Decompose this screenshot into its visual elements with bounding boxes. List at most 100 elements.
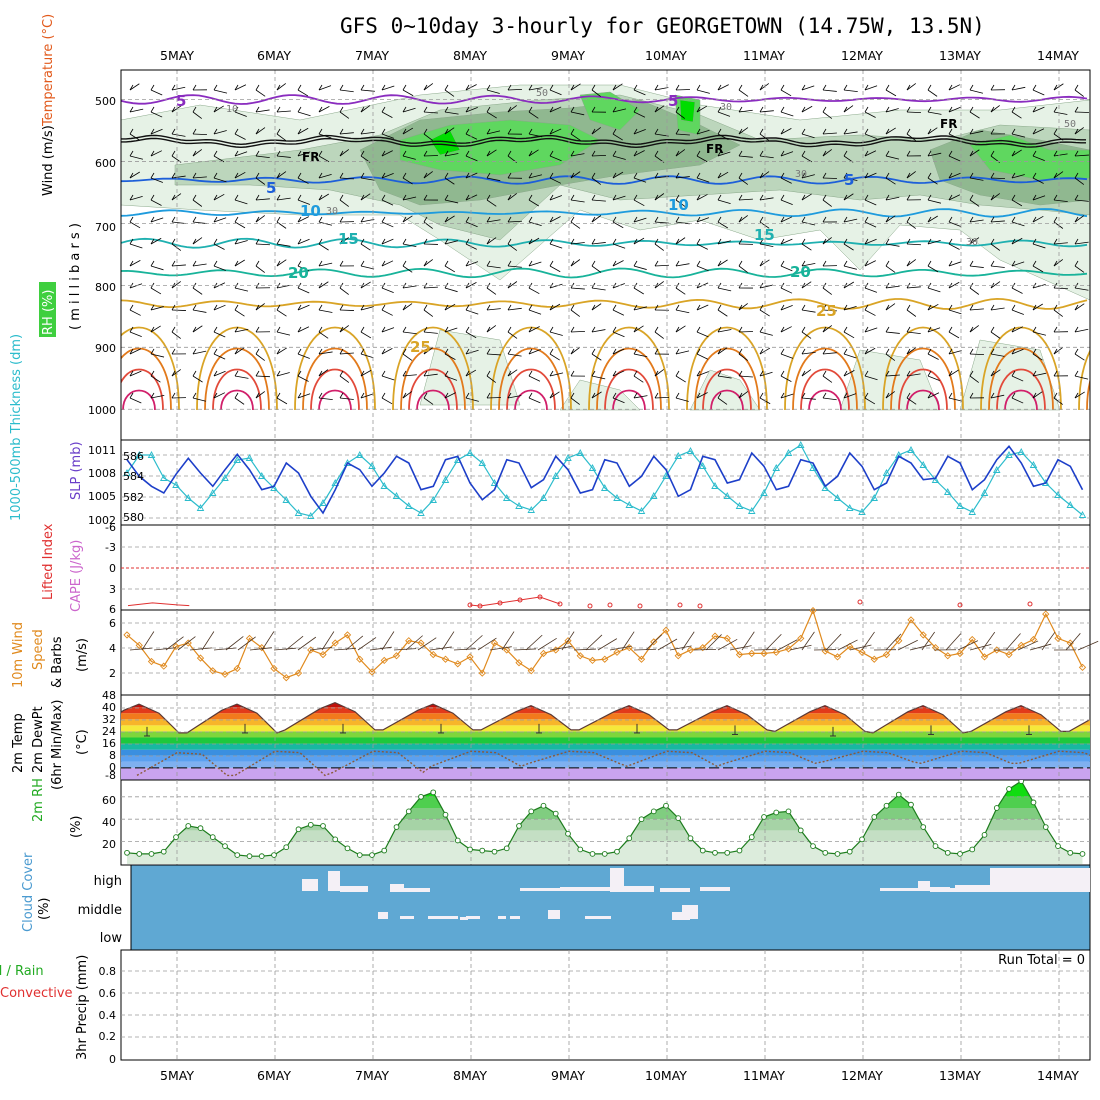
wind-barb-flag — [276, 392, 281, 399]
wind-barb — [1074, 241, 1089, 245]
wind-barb — [213, 89, 228, 94]
thickness-axis-label: 1000-500mb Thickness (dm) — [9, 334, 24, 521]
thickness-point — [747, 507, 756, 514]
rh-point — [859, 836, 865, 843]
precip-panel: 0.8 0.6 0.4 0.2 0 Total / Rain Convectiv… — [0, 949, 1091, 1066]
wind-barb-flag — [780, 106, 785, 113]
thickness-point — [735, 502, 744, 509]
wind-barb-flag — [927, 172, 932, 179]
wind-barb-flag — [423, 194, 428, 201]
boundary-layer-isotherm — [686, 326, 768, 411]
wind-barb — [333, 648, 356, 651]
wind-speed-point — [429, 650, 437, 659]
wind-barb — [507, 331, 518, 339]
wind-barb-flag — [339, 128, 344, 135]
wind-barb — [339, 149, 350, 157]
wind-barb — [1011, 86, 1026, 91]
wind-barb — [654, 105, 665, 113]
wind-barb-flag — [213, 348, 218, 355]
wind-barb-flag — [255, 128, 260, 135]
wind-barb — [309, 647, 332, 651]
wind-barb — [780, 128, 792, 135]
wind-barb — [318, 193, 330, 201]
rh-point — [160, 848, 167, 855]
wind-barb — [276, 309, 287, 317]
wind-barb-flag — [1011, 150, 1016, 157]
wind-barb — [423, 309, 434, 317]
rh-point — [663, 802, 669, 809]
wind-speed-point — [123, 631, 131, 639]
wind-barb — [423, 133, 433, 141]
wind-barb — [360, 265, 375, 270]
wind-barb-flag — [339, 260, 344, 267]
wind-barb-flag — [234, 260, 239, 267]
wind-barb — [276, 83, 286, 91]
boundary-layer-isotherm — [784, 326, 866, 411]
wind-barb — [192, 375, 203, 383]
wind-barb — [171, 175, 186, 179]
wind-barb — [276, 397, 288, 405]
wind-barb — [150, 89, 163, 96]
pressure-tick: 500 — [95, 95, 116, 108]
wind-barb-flag — [1053, 326, 1058, 333]
wind-barb-flag — [801, 172, 806, 179]
wind-barb — [780, 111, 794, 117]
wind-barb — [969, 89, 984, 94]
wind-barb — [1011, 174, 1025, 179]
wind-barb — [1029, 643, 1052, 651]
wind-barb-flag — [486, 370, 491, 377]
wind-barb-flag — [1011, 172, 1016, 179]
wind-speed-point — [833, 653, 842, 661]
wind-barb — [507, 369, 518, 377]
wind-barb-flag — [129, 106, 134, 113]
wind-barb — [921, 631, 935, 651]
wind-barb-flag — [717, 370, 722, 377]
rh-shading-region — [969, 134, 1090, 181]
wind-barb — [177, 636, 196, 651]
wind-barb — [1011, 221, 1025, 227]
wind-barb — [234, 259, 245, 267]
wind-barb-flag — [276, 106, 281, 113]
wind-barb — [201, 631, 215, 651]
thickness-point — [392, 492, 401, 499]
boundary-layer-isotherm — [808, 389, 842, 411]
wind-barb — [864, 150, 877, 157]
wind-barb — [822, 397, 837, 401]
li-tick: 0 — [109, 562, 116, 575]
wind-barb-flag — [234, 84, 239, 91]
thickness-point — [588, 464, 597, 471]
wind-barb-flag — [1053, 304, 1058, 311]
temperature-band — [121, 743, 1090, 750]
millibars-axis-label: ( m i l l i b a r s ) — [68, 223, 83, 330]
wind-barb-flag — [444, 172, 449, 179]
wind-barb — [381, 221, 394, 228]
wind-barb-flag — [591, 150, 596, 157]
wind-barb-flag — [486, 128, 491, 135]
mid-cloud-block — [400, 916, 414, 919]
wind-barb-flag — [1074, 194, 1079, 201]
wind-barb — [738, 375, 753, 378]
rh-point — [944, 849, 951, 856]
cloud-cover-axis-label: Cloud Cover — [21, 852, 36, 932]
wind-barb — [885, 331, 900, 334]
wind-barb — [696, 265, 709, 272]
wind-barb-flag — [381, 84, 386, 91]
wind-barb-flag — [591, 128, 596, 135]
wind-barb-flag — [192, 326, 197, 333]
rh-point — [932, 843, 939, 849]
wind-barb — [948, 194, 961, 201]
wind-barb — [969, 111, 980, 119]
contour-labels: 5 5 FR FR FR 5 5 10 10 15 15 20 20 25 25… — [176, 88, 1076, 356]
wind-barb — [738, 215, 748, 223]
wind-barb-flag — [822, 326, 827, 333]
wind-barb-flag — [717, 128, 722, 135]
rh-point — [222, 843, 228, 849]
wind-barb-flag — [591, 370, 596, 377]
wind-barb — [885, 177, 896, 185]
wind-barb — [444, 215, 455, 223]
wind-barb-flag — [1053, 150, 1058, 157]
wind-barb-flag — [1053, 348, 1058, 355]
wind-barb — [549, 372, 564, 377]
wind-barb-flag — [213, 326, 218, 333]
wind-barb-flag — [1032, 172, 1037, 179]
